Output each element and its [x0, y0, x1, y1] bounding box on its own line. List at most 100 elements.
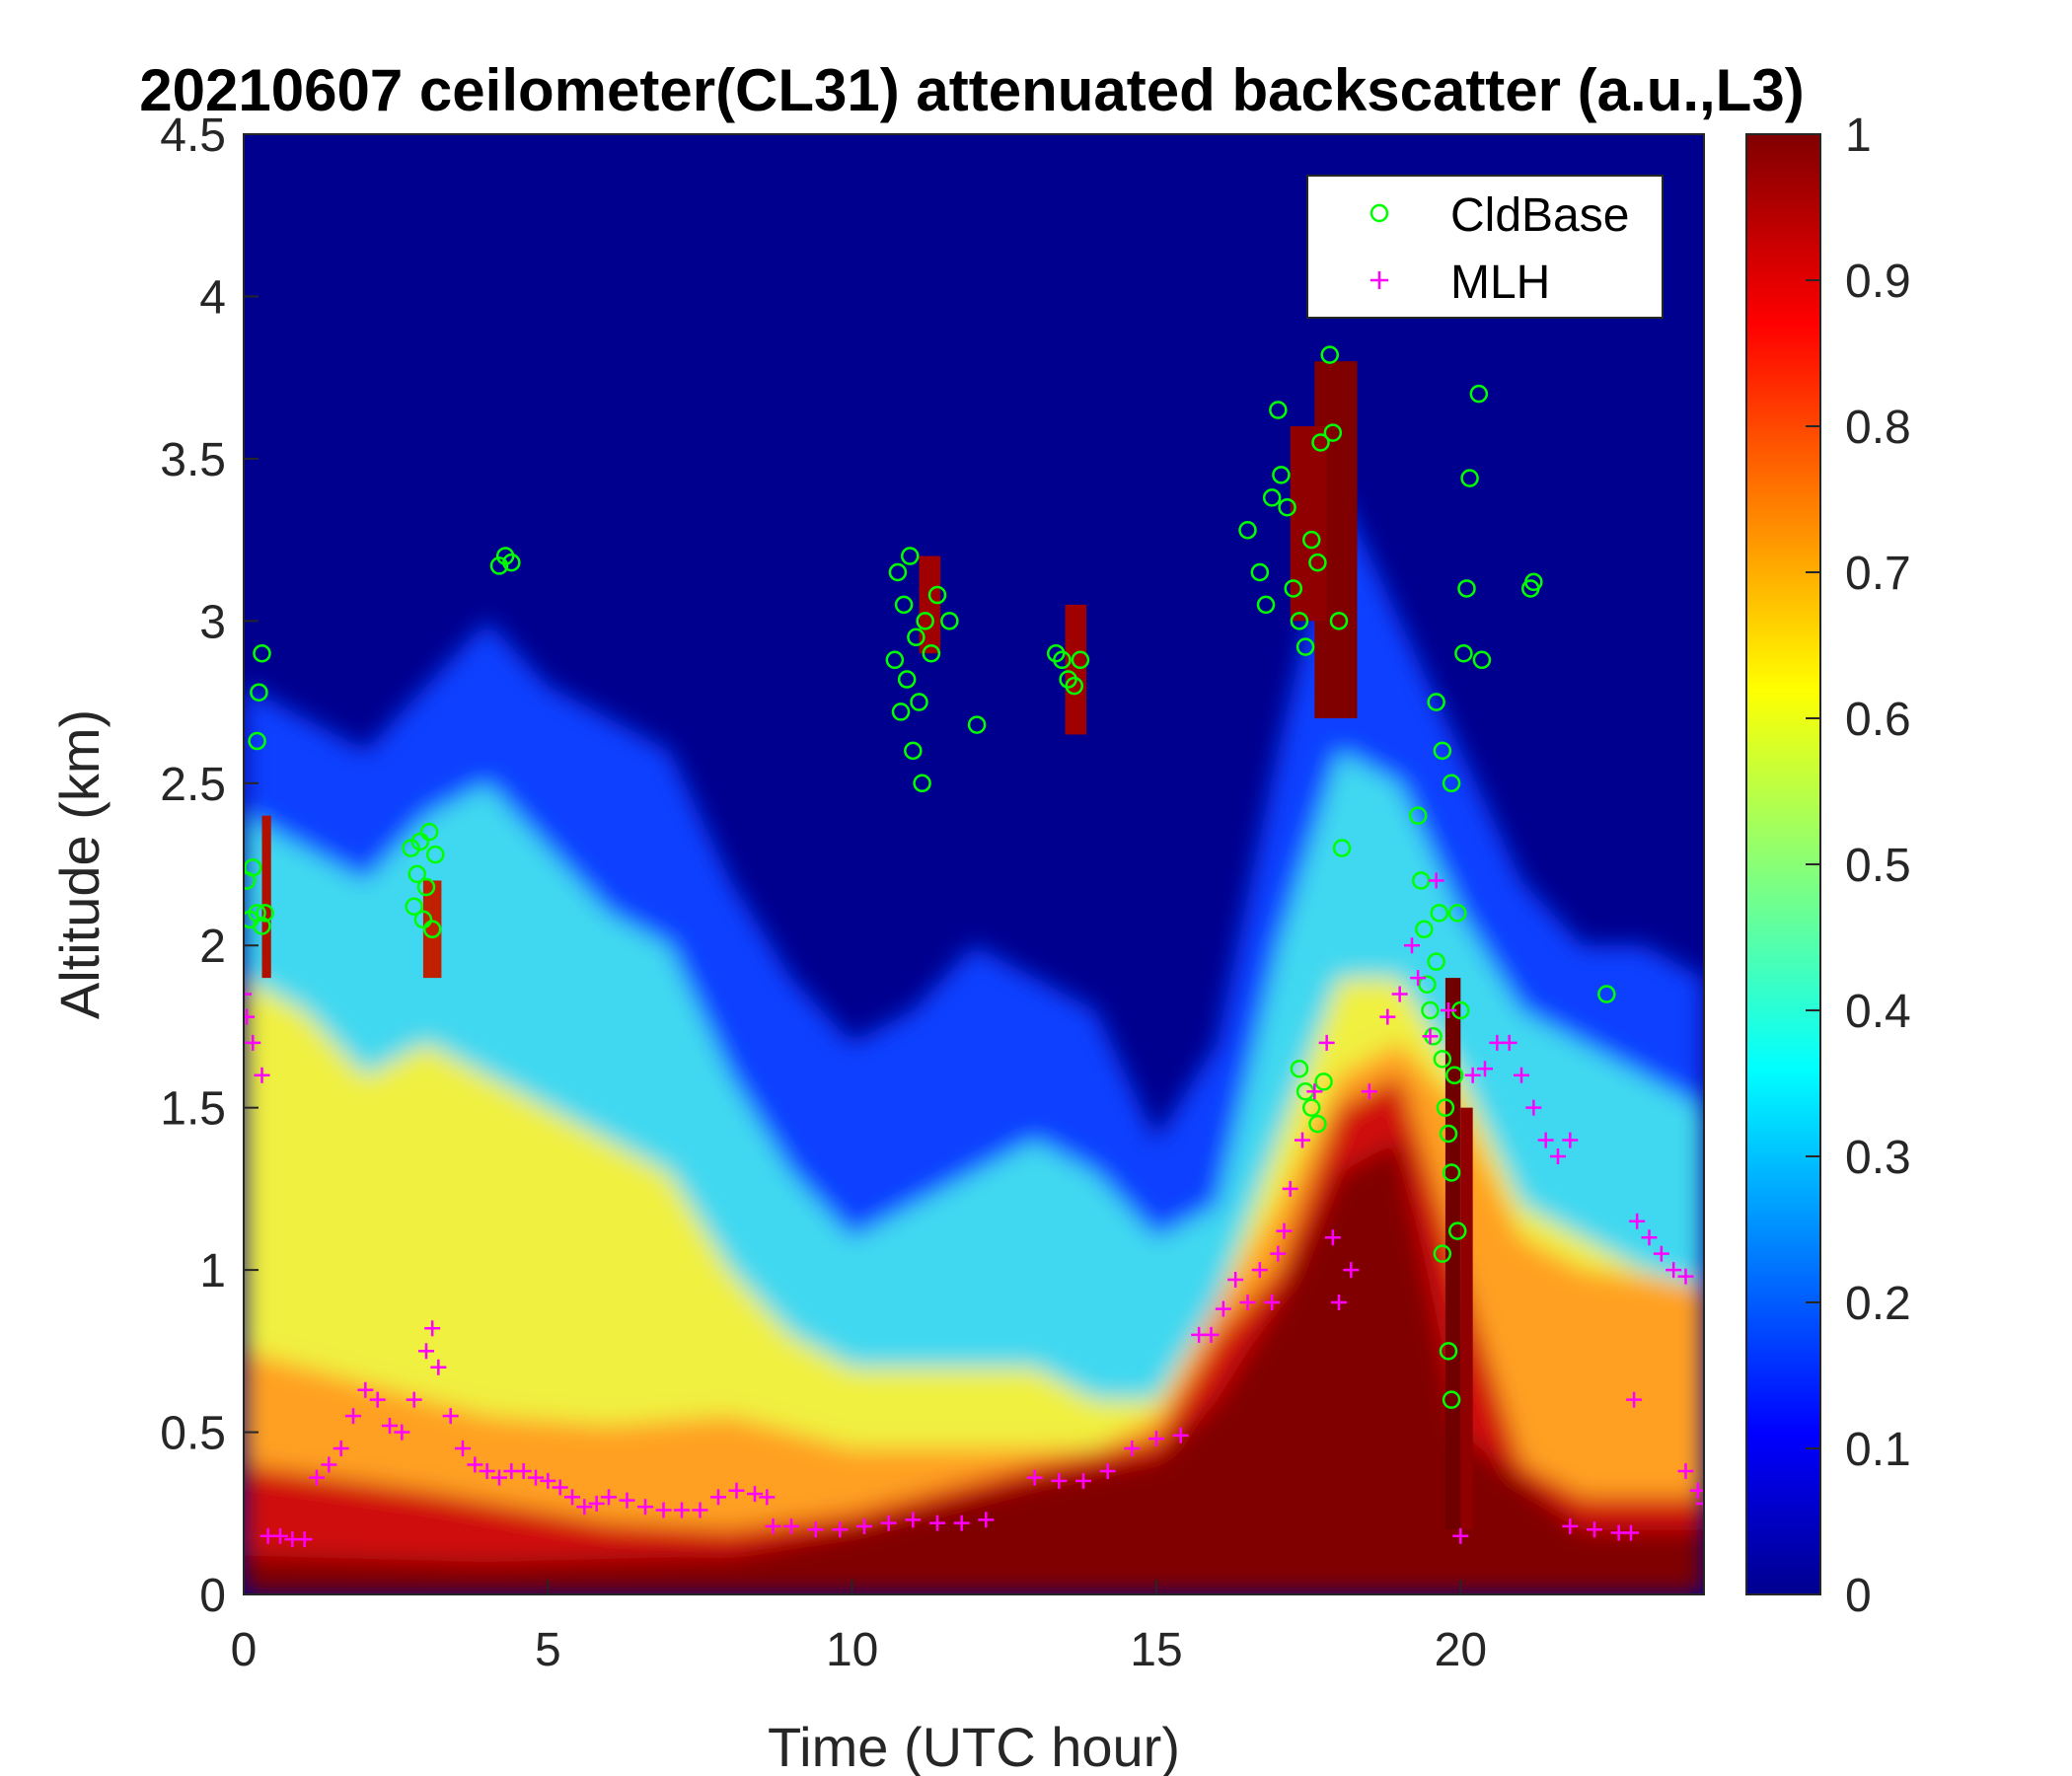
cloud-base-point [1256, 595, 1276, 615]
cloud-base-point [1290, 612, 1309, 630]
colorbar-tick-label: 0.4 [1845, 986, 1911, 1038]
cloud-base-point [1415, 920, 1434, 939]
mlh-point [1343, 1262, 1360, 1279]
mlh-point [1404, 937, 1420, 954]
cloud-base-point [1448, 904, 1467, 923]
mlh-point [552, 1479, 568, 1496]
mlh-point [1428, 872, 1444, 889]
cloud-base-point [1295, 637, 1315, 656]
mlh-point [692, 1502, 708, 1518]
cloud-base-point [967, 715, 987, 734]
mlh-point [1452, 1527, 1469, 1544]
mlh-point [1696, 1495, 1704, 1512]
cloud-base-point [1439, 1342, 1458, 1361]
mlh-point [1324, 1229, 1341, 1246]
mlh-point [491, 1469, 507, 1486]
cloud-base-point [897, 670, 917, 689]
cloud-base-point [1472, 650, 1492, 670]
mlh-point [394, 1424, 410, 1441]
cloud-base-point [426, 845, 445, 864]
mlh-point [1270, 1245, 1287, 1262]
legend-cldbase-marker [1369, 203, 1389, 223]
mlh-point [747, 1486, 763, 1503]
cloud-base-point [1329, 612, 1349, 630]
mlh-point [1422, 1028, 1439, 1045]
cloud-base-point [1262, 488, 1282, 507]
mlh-point [1550, 1148, 1566, 1164]
mlh-point [953, 1515, 970, 1531]
mlh-point [1026, 1469, 1043, 1486]
mlh-point [455, 1441, 471, 1456]
y-axis: 0 0.5 1 1.5 2 2.5 3 3.5 4 4.5 [160, 110, 259, 1622]
colorbar-tick-label: 0 [1845, 1570, 1872, 1622]
x-tick-label: 15 [1130, 1624, 1182, 1676]
mlh-point [856, 1517, 872, 1534]
mlh-point [528, 1469, 544, 1486]
cloud-base-point [904, 741, 923, 761]
cloud-base-point [502, 553, 521, 572]
y-tick-label: 2 [199, 921, 226, 973]
mlh-point [1075, 1472, 1091, 1489]
cloud-base-point [1439, 1124, 1458, 1144]
cloud-base-point [410, 832, 430, 851]
y-tick-label: 0 [199, 1570, 226, 1622]
mlh-point [1148, 1431, 1164, 1447]
mlh-point [564, 1489, 580, 1506]
cloud-base-point [1469, 384, 1489, 404]
mlh-point [1629, 1213, 1646, 1229]
mlh-point [1677, 1463, 1694, 1480]
mlh-point [929, 1515, 945, 1531]
colorbar-tick-label: 0.7 [1845, 548, 1911, 600]
mlh-point [1525, 1099, 1542, 1116]
cloud-base-point [1290, 1059, 1309, 1078]
x-tick-label: 20 [1435, 1624, 1487, 1676]
colorbar-tick-label: 0.6 [1845, 694, 1911, 746]
cloud-base-point [888, 562, 908, 582]
cloud-patch [1460, 1107, 1473, 1530]
mlh-point [540, 1472, 556, 1489]
mlh-point [1172, 1427, 1189, 1443]
cloud-base-point [1278, 497, 1296, 517]
mlh-point [272, 1527, 288, 1544]
mlh-point [655, 1502, 672, 1518]
cloud-base-point [1284, 579, 1302, 598]
mlh-point [321, 1456, 337, 1473]
mlh-markers [244, 872, 1704, 1548]
cloud-base-point [885, 650, 905, 670]
legend-box [1306, 175, 1664, 319]
mlh-point [1665, 1262, 1682, 1279]
mlh-point [424, 1320, 441, 1337]
cloud-base-point [402, 839, 420, 857]
cloud-base-point [407, 864, 426, 884]
mlh-point [978, 1512, 995, 1528]
cloud-base-point [248, 731, 266, 751]
mlh-point [1251, 1262, 1268, 1279]
cloud-base-point [1272, 466, 1291, 484]
legend[interactable]: CldBase MLH [1306, 175, 1664, 319]
cloud-base-point [1238, 520, 1257, 540]
colorbar: 0 0.1 0.2 0.3 0.4 0.5 0.6 0.7 0.8 0.9 1 [1745, 110, 1911, 1622]
cloud-base-point [1524, 572, 1543, 592]
mlh-point [1562, 1517, 1579, 1534]
cloud-patch [919, 555, 941, 654]
y-axis-label: Altitude (km) [48, 709, 111, 1019]
cloud-base-point [1433, 741, 1452, 761]
mlh-point [1051, 1472, 1068, 1489]
cloud-base-point [1433, 1050, 1452, 1069]
mlh-point [1641, 1229, 1658, 1246]
cloud-base-point [1448, 1221, 1467, 1240]
mlh-point [1306, 1083, 1323, 1100]
cloud-patch [261, 815, 271, 979]
cloud-base-point [250, 683, 268, 702]
cloud-base-point [1444, 1066, 1464, 1085]
mlh-point [382, 1417, 398, 1434]
mlh-point [1677, 1268, 1694, 1285]
mlh-point [479, 1463, 495, 1480]
mlh-point [1501, 1034, 1517, 1051]
cloud-base-point [419, 822, 439, 842]
mlh-point [1587, 1521, 1602, 1538]
x-tick-label: 10 [826, 1624, 878, 1676]
colorbar-tick-label: 0.3 [1845, 1132, 1911, 1184]
cloud-base-point [1430, 904, 1448, 923]
mlh-point [1514, 1067, 1529, 1083]
